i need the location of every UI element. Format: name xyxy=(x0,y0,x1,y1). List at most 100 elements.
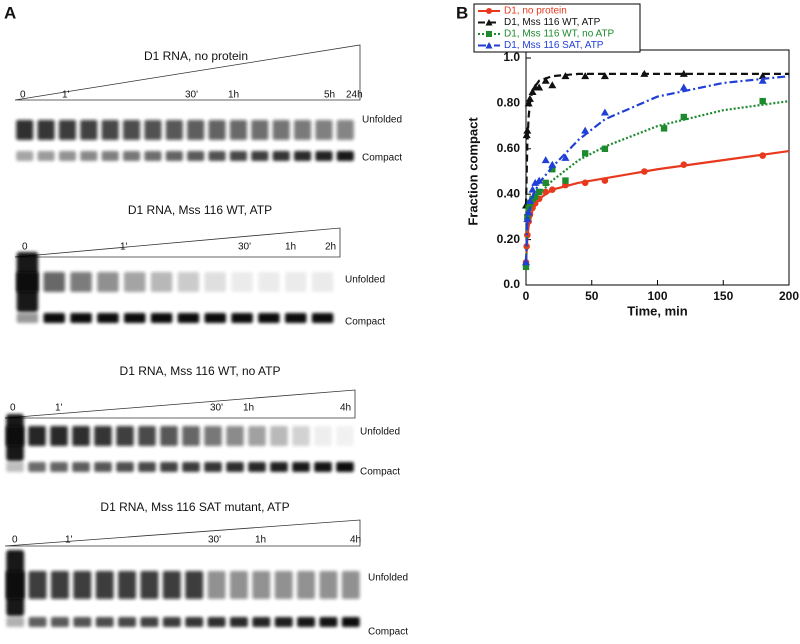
x-tick-label: 50 xyxy=(585,289,599,303)
compact-band xyxy=(162,617,181,627)
unfolded-band xyxy=(204,272,226,292)
gel-title: D1 RNA, no protein xyxy=(144,49,248,63)
unfolded-band xyxy=(165,120,183,140)
data-point xyxy=(524,99,533,107)
unfolded-band xyxy=(118,571,137,599)
compact-band xyxy=(72,462,90,472)
compact-band xyxy=(207,617,226,627)
panel-label: B xyxy=(456,3,468,22)
data-point xyxy=(549,166,556,173)
compact-band xyxy=(252,617,271,627)
compact-band xyxy=(70,313,92,323)
data-point xyxy=(601,145,609,152)
compact-band xyxy=(231,313,253,323)
unfolded-band xyxy=(285,272,307,292)
compact-band xyxy=(160,462,178,472)
compact-band xyxy=(229,617,248,627)
time-label: 5h xyxy=(324,90,335,101)
compact-band xyxy=(208,151,226,161)
legend-marker xyxy=(485,42,493,49)
unfolded-band xyxy=(16,272,39,292)
time-label: 0 xyxy=(10,403,16,414)
unfolded-band xyxy=(95,571,114,599)
unfolded-band xyxy=(226,426,244,446)
compact-band xyxy=(336,462,354,472)
compact-band xyxy=(28,617,47,627)
compact-band xyxy=(294,151,312,161)
unfolded-band xyxy=(272,120,290,140)
unfolded-label: Unfolded xyxy=(368,573,408,584)
compact-band xyxy=(150,313,173,323)
compact-band xyxy=(272,151,290,161)
legend-label: D1, no protein xyxy=(504,6,567,17)
unfolded-band xyxy=(80,120,98,140)
data-point xyxy=(542,179,549,187)
compact-band xyxy=(101,151,119,161)
compact-band xyxy=(58,151,76,161)
unfolded-band xyxy=(314,426,332,446)
data-point xyxy=(525,94,534,102)
compact-band xyxy=(226,462,244,472)
unfolded-band xyxy=(162,571,181,599)
data-point xyxy=(660,125,668,132)
gel-title: D1 RNA, Mss 116 SAT mutant, ATP xyxy=(100,500,289,514)
data-point xyxy=(525,204,532,212)
unfolded-label: Unfolded xyxy=(360,427,400,438)
time-label: 30' xyxy=(210,403,223,414)
data-point xyxy=(581,126,590,134)
data-point xyxy=(522,258,530,266)
unfolded-band xyxy=(6,426,24,446)
time-label: 30' xyxy=(238,242,251,253)
compact-band xyxy=(285,313,307,323)
data-point xyxy=(759,152,766,159)
data-point xyxy=(640,69,649,77)
compact-label: Compact xyxy=(360,467,400,478)
compact-band xyxy=(37,151,55,161)
unfolded-band xyxy=(207,571,226,599)
plot-frame xyxy=(525,49,790,286)
unfolded-band xyxy=(138,426,156,446)
compact-band xyxy=(28,462,46,472)
data-point xyxy=(680,161,688,168)
legend-label: D1, Mss 116 WT, no ATP xyxy=(504,29,615,40)
unfolded-band xyxy=(341,571,360,599)
unfolded-band xyxy=(187,120,205,140)
unfolded-band xyxy=(270,426,288,446)
unfolded-band xyxy=(248,426,266,446)
y-tick-label: 0.60 xyxy=(497,141,521,155)
unfolded-band xyxy=(124,272,146,292)
time-label: 1h xyxy=(243,403,254,414)
data-point xyxy=(679,69,688,77)
unfolded-label: Unfolded xyxy=(345,275,385,286)
unfolded-band xyxy=(116,426,134,446)
unfolded-band xyxy=(177,272,200,292)
data-point xyxy=(528,185,537,193)
unfolded-band xyxy=(50,571,69,599)
data-point xyxy=(581,179,589,187)
compact-band xyxy=(95,617,114,627)
unfolded-band xyxy=(43,272,65,292)
data-point xyxy=(548,160,557,168)
compact-band xyxy=(124,313,146,323)
compact-band xyxy=(97,313,119,323)
compact-band xyxy=(341,617,360,627)
time-label: 4h xyxy=(350,535,361,546)
unfolded-band xyxy=(144,120,162,140)
data-point xyxy=(541,156,550,164)
compact-label: Compact xyxy=(368,627,408,638)
compact-band xyxy=(16,151,34,161)
time-wedge xyxy=(14,227,341,258)
time-wedge xyxy=(4,519,361,547)
compact-band xyxy=(336,151,354,161)
data-point xyxy=(523,215,532,223)
unfolded-band xyxy=(258,272,280,292)
unfolded-band xyxy=(160,426,178,446)
time-label: 24h xyxy=(346,90,363,101)
x-tick-label: 0 xyxy=(523,289,530,303)
compact-band xyxy=(319,617,338,627)
data-point xyxy=(561,72,570,80)
unfolded-band xyxy=(97,272,119,292)
unfolded-band xyxy=(50,426,68,446)
compact-band xyxy=(6,617,25,627)
data-point xyxy=(601,177,609,184)
